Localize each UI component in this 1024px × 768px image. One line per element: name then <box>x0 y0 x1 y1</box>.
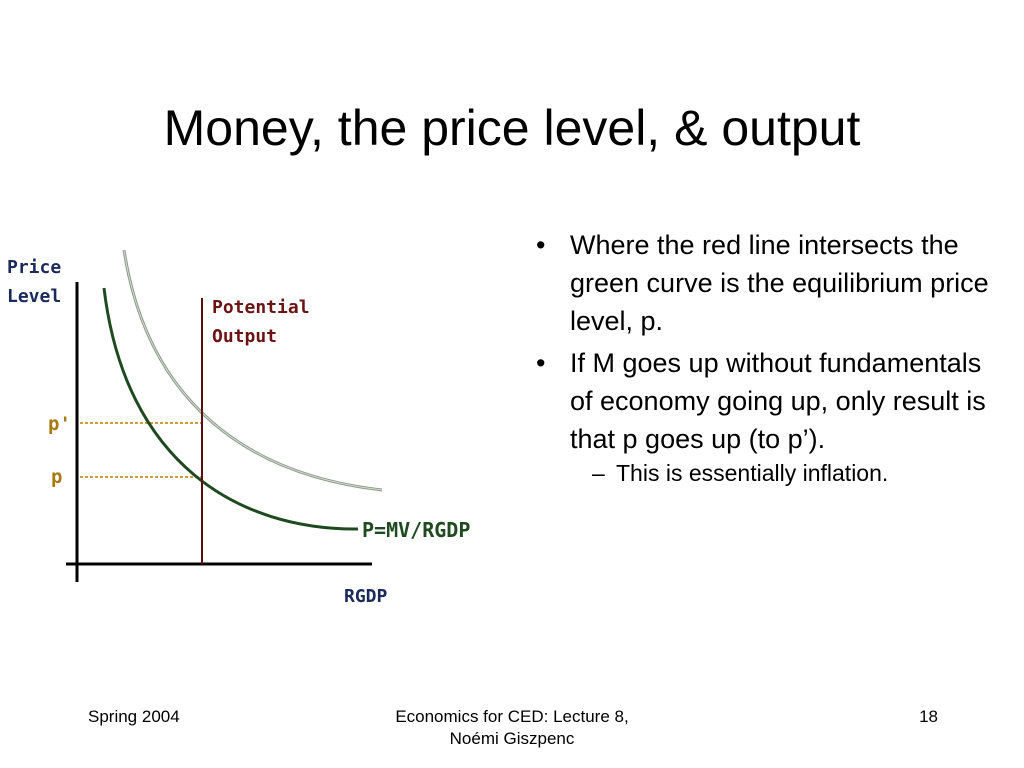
money-demand-curve <box>102 287 359 531</box>
money-price-diagram: Price Level Potential Output p' p P=MV/R… <box>7 249 470 607</box>
x-axis-label: RGDP <box>344 586 388 607</box>
slide-title: Money, the price level, & output <box>163 100 861 156</box>
curve-equation-label: P=MV/RGDP <box>362 518 470 542</box>
bullet-item: If M goes up without fundamentals of eco… <box>530 344 1010 488</box>
potential-output-label-line2: Output <box>212 326 277 347</box>
page-number: 18 <box>919 707 938 726</box>
footer-course: Economics for CED: Lecture 8, Noémi Gisz… <box>362 706 662 750</box>
sub-bullet-item: This is essentially inflation. <box>570 458 1010 488</box>
y-axis-label-level: Level <box>7 286 61 307</box>
bullet-list: Where the red line intersects the green … <box>530 226 1010 492</box>
footer-course-line1: Economics for CED: Lecture 8, <box>395 707 629 726</box>
p-prime-label: p' <box>48 413 71 435</box>
p-label: p <box>51 466 62 488</box>
shifted-demand-curve <box>122 249 383 492</box>
sub-bullet-list: This is essentially inflation. <box>570 458 1010 488</box>
bullet-text: If M goes up without fundamentals of eco… <box>570 348 986 454</box>
footer-date: Spring 2004 <box>88 707 180 726</box>
potential-output-label-line1: Potential <box>212 297 310 318</box>
footer-course-line2: Noémi Giszpenc <box>449 729 575 748</box>
y-axis-label-price: Price <box>7 257 61 278</box>
bullet-item: Where the red line intersects the green … <box>530 226 1010 340</box>
